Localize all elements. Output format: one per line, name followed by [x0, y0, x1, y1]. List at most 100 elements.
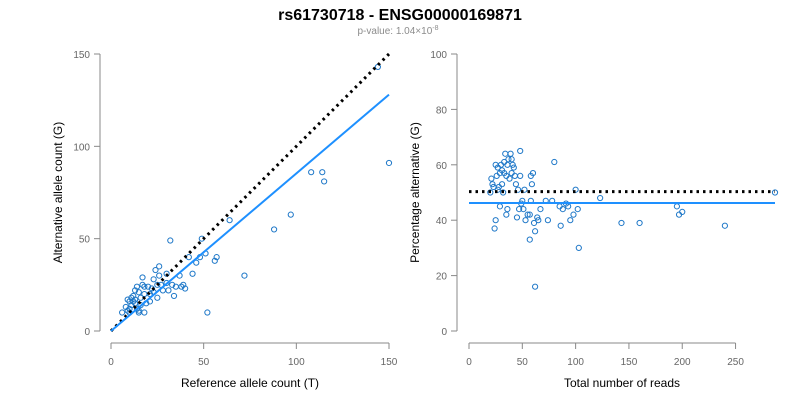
data-point	[572, 186, 579, 193]
data-point	[490, 183, 497, 191]
chart-subtitle: p-value: 1.04×10-8	[357, 25, 438, 37]
data-point	[636, 219, 643, 227]
data-point	[193, 259, 200, 266]
data-point	[526, 211, 533, 218]
data-point	[492, 161, 499, 168]
data-point	[493, 172, 500, 179]
y-tick-label: 150	[73, 50, 90, 61]
data-point	[520, 206, 527, 213]
data-point	[496, 203, 504, 210]
data-point	[321, 178, 328, 185]
data-point	[287, 211, 294, 218]
data-point	[771, 189, 779, 196]
scatter-panel-allele-counts: 0 50 100 150 0 50 100 150 Reference allele count…	[51, 50, 398, 390]
data-point	[532, 228, 539, 235]
data-point	[524, 211, 531, 218]
data-point	[270, 226, 278, 233]
data-point	[172, 283, 179, 290]
data-point	[141, 283, 148, 290]
data-point	[150, 276, 157, 283]
data-point	[508, 170, 515, 177]
data-point	[487, 189, 494, 196]
data-point	[510, 164, 517, 171]
data-point	[675, 211, 683, 218]
x-axis-title: Reference allele count (T)	[181, 376, 319, 390]
data-point	[503, 211, 510, 218]
data-point	[156, 272, 163, 279]
data-point	[522, 217, 529, 224]
y-axis-title: Alternative allele count (G)	[51, 122, 65, 263]
data-point	[500, 189, 507, 196]
x-tick-label: 250	[727, 357, 744, 368]
data-point	[570, 211, 577, 218]
data-point	[163, 270, 170, 277]
data-point	[544, 217, 551, 224]
data-point	[557, 222, 564, 229]
data-point	[532, 283, 539, 290]
data-point	[319, 169, 326, 176]
data-point	[567, 217, 574, 224]
data-point	[528, 181, 536, 188]
data-point	[512, 181, 520, 188]
data-point	[517, 147, 524, 155]
data-point	[139, 281, 146, 288]
x-tick-label: 50	[517, 357, 529, 368]
data-point	[152, 266, 159, 274]
reference-line	[109, 52, 391, 333]
data-point	[128, 302, 135, 309]
data-point	[122, 303, 129, 311]
data-point	[241, 272, 248, 279]
data-point	[673, 203, 681, 210]
data-point	[527, 172, 534, 179]
data-point	[618, 219, 625, 227]
data-point	[574, 206, 581, 213]
y-tick-label: 100	[73, 142, 90, 153]
data-point	[167, 237, 174, 244]
x-tick-label: 200	[674, 357, 691, 368]
data-point	[597, 194, 604, 202]
chart-title: rs61730718 - ENSG00000169871	[278, 7, 522, 24]
data-point	[128, 294, 135, 301]
data-point	[526, 236, 533, 243]
y-tick-label: 100	[430, 50, 447, 61]
data-point	[211, 257, 218, 264]
x-tick-label: 100	[567, 357, 584, 368]
data-point	[537, 206, 544, 213]
data-point	[133, 305, 141, 312]
data-point	[575, 244, 582, 251]
y-axis-title: Percentage alternative (G)	[408, 122, 422, 263]
y-tick-label: 80	[436, 105, 448, 116]
data-point	[488, 175, 495, 182]
x-axis-title: Total number of reads	[564, 376, 680, 390]
data-point	[551, 158, 558, 166]
data-point	[139, 274, 146, 281]
data-point	[163, 279, 170, 287]
x-tick-label: 50	[198, 357, 210, 368]
data-point	[492, 217, 499, 224]
data-point	[508, 156, 515, 163]
data-point	[204, 309, 211, 316]
y-tick-label: 20	[436, 272, 448, 283]
y-tick-label: 50	[79, 235, 91, 246]
data-point	[516, 206, 523, 213]
data-point	[131, 296, 139, 303]
data-point	[156, 263, 163, 270]
data-point	[144, 283, 152, 290]
x-tick-label: 150	[621, 357, 638, 368]
data-point	[169, 281, 176, 288]
x-tick-label: 0	[108, 357, 114, 368]
data-point	[491, 225, 498, 232]
data-point	[535, 217, 542, 224]
data-point	[213, 254, 220, 261]
data-point	[126, 298, 133, 305]
data-point	[154, 281, 161, 288]
data-point	[119, 309, 126, 316]
y-tick-label: 40	[436, 216, 448, 227]
data-point	[502, 150, 509, 157]
y-tick-label: 0	[441, 327, 447, 338]
subtitle-exponent: -8	[432, 25, 438, 32]
data-point	[507, 150, 514, 157]
fit-line	[110, 93, 390, 332]
